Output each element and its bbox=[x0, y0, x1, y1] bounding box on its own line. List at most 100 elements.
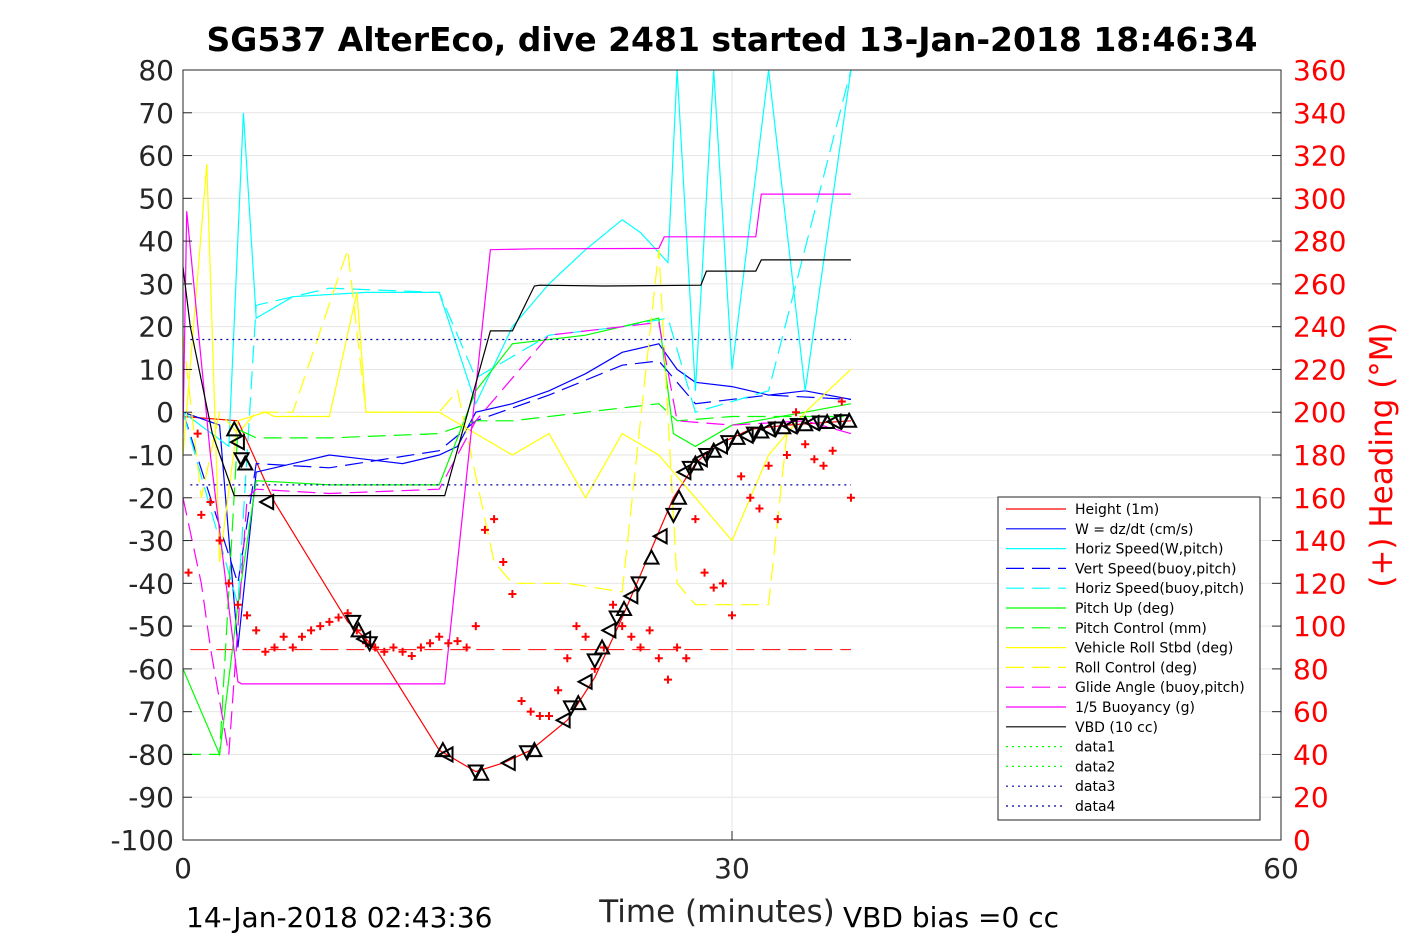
direction-marker bbox=[697, 448, 716, 465]
legend-label: Height (1m) bbox=[1075, 502, 1159, 518]
legend-label: data1 bbox=[1075, 740, 1115, 756]
heading-point bbox=[307, 626, 316, 635]
direction-marker bbox=[803, 414, 820, 432]
heading-point bbox=[261, 647, 270, 656]
heading-point bbox=[737, 472, 746, 481]
direction-marker bbox=[774, 418, 792, 435]
legend: Height (1m) W = dz/dt (cm/s) Horiz Speed(W… bbox=[997, 496, 1261, 821]
direction-marker bbox=[232, 452, 251, 469]
direction-marker bbox=[562, 700, 580, 717]
heading-point bbox=[453, 637, 462, 646]
legend-label: data2 bbox=[1075, 759, 1115, 775]
legend-label: Horiz Speed(buoy,pitch) bbox=[1075, 581, 1244, 597]
heading-point bbox=[728, 611, 736, 620]
right-tick-label: 200 bbox=[1293, 396, 1346, 429]
heading-point bbox=[663, 675, 672, 684]
direction-marker bbox=[437, 745, 454, 764]
direction-marker bbox=[622, 587, 639, 605]
heading-point bbox=[810, 455, 819, 464]
direction-marker bbox=[825, 412, 842, 431]
series-line-4 bbox=[183, 70, 852, 605]
heading-point bbox=[233, 600, 242, 609]
series-line-7 bbox=[183, 164, 852, 562]
right-tick-label: 360 bbox=[1293, 54, 1346, 87]
direction-marker bbox=[745, 426, 763, 443]
direction-marker bbox=[600, 621, 617, 640]
y-tick-label: 80 bbox=[138, 54, 174, 87]
heading-point bbox=[490, 515, 499, 524]
y-tick-label: -10 bbox=[128, 439, 174, 472]
direction-marker bbox=[236, 454, 254, 471]
heading-point bbox=[297, 632, 306, 641]
heading-point bbox=[554, 686, 563, 695]
heading-point bbox=[773, 515, 782, 524]
series-line-2 bbox=[183, 70, 852, 448]
direction-marker bbox=[664, 507, 683, 524]
heading-point bbox=[828, 446, 837, 455]
heading-point bbox=[545, 711, 553, 720]
series-line-3 bbox=[183, 360, 851, 584]
legend-label: data4 bbox=[1075, 799, 1116, 815]
y-tick-label: -50 bbox=[128, 610, 174, 643]
direction-marker bbox=[344, 614, 362, 631]
heading-point bbox=[517, 696, 526, 705]
heading-point bbox=[673, 643, 682, 652]
direction-marker bbox=[225, 420, 243, 437]
heading-point bbox=[627, 632, 636, 641]
heading-point bbox=[380, 647, 389, 656]
heading-point bbox=[837, 397, 846, 406]
heading-point bbox=[444, 639, 453, 648]
heading-point bbox=[334, 613, 343, 622]
series-line-5 bbox=[183, 317, 852, 757]
right-tick-label: 220 bbox=[1293, 353, 1346, 386]
heading-point bbox=[700, 568, 709, 577]
right-tick-label: 40 bbox=[1293, 738, 1329, 771]
legend-label: Pitch Control (mm) bbox=[1075, 621, 1207, 637]
direction-marker bbox=[355, 630, 372, 648]
right-tick-label: 100 bbox=[1293, 610, 1346, 643]
legend-label: 1/5 Buoyancy (g) bbox=[1075, 700, 1195, 716]
direction-marker bbox=[554, 711, 571, 729]
direction-marker bbox=[670, 488, 688, 505]
right-tick-label: 80 bbox=[1293, 653, 1329, 686]
heading-point bbox=[471, 622, 480, 631]
right-tick-label: 0 bbox=[1293, 824, 1311, 857]
y-tick-label: 60 bbox=[138, 140, 174, 173]
heading-point bbox=[801, 440, 810, 449]
direction-marker bbox=[615, 599, 633, 616]
y-tick-label: -30 bbox=[128, 525, 174, 558]
y-tick-label: -60 bbox=[128, 653, 174, 686]
heading-point bbox=[480, 525, 489, 534]
direction-marker bbox=[840, 411, 858, 428]
right-tick-label: 320 bbox=[1293, 140, 1346, 173]
y-tick-label: -80 bbox=[128, 738, 174, 771]
heading-point bbox=[581, 632, 590, 641]
right-tick-label: 120 bbox=[1293, 567, 1346, 600]
heading-point bbox=[371, 643, 380, 652]
direction-marker bbox=[569, 694, 587, 711]
x-axis-label: Time (minutes) bbox=[598, 894, 834, 930]
legend-label: data3 bbox=[1075, 779, 1115, 795]
chart-title: SG537 AlterEco, dive 2481 started 13-Jan… bbox=[206, 20, 1257, 59]
series-line-1 bbox=[183, 343, 852, 648]
footer-timestamp: 14-Jan-2018 02:43:36 bbox=[186, 901, 492, 934]
heading-point bbox=[215, 536, 224, 545]
y-tick-label: 40 bbox=[138, 225, 174, 258]
direction-marker bbox=[818, 412, 836, 430]
direction-marker bbox=[525, 741, 544, 758]
direction-marker bbox=[258, 493, 275, 511]
y-tick-label: 0 bbox=[156, 396, 174, 429]
heading-point bbox=[618, 622, 627, 631]
right-axis-label: (+) Heading (°M) bbox=[1364, 322, 1400, 587]
direction-marker bbox=[360, 636, 379, 653]
direction-marker bbox=[608, 610, 626, 627]
heading-point bbox=[398, 647, 407, 656]
heading-point bbox=[435, 632, 444, 641]
direction-marker bbox=[472, 764, 490, 781]
series-line-11 bbox=[183, 259, 851, 497]
y-tick-label: -20 bbox=[128, 482, 174, 515]
series-line-10 bbox=[183, 193, 851, 685]
heading-point bbox=[270, 643, 279, 652]
heading-point bbox=[691, 515, 700, 524]
